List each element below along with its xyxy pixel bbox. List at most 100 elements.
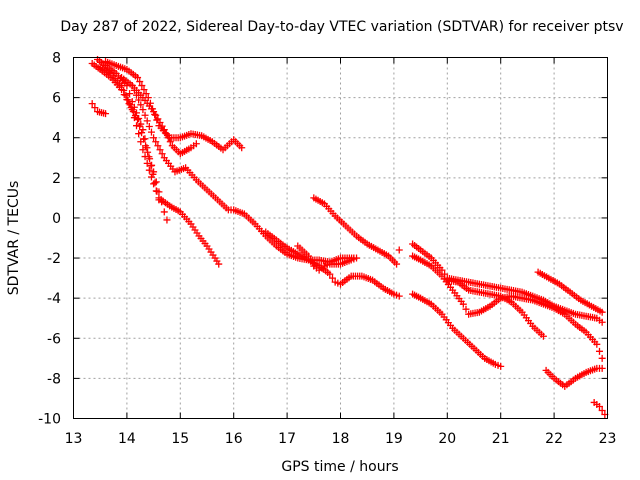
data-point [154,142,162,150]
data-points [88,56,609,418]
data-point [353,254,361,262]
y-tick-label: -6 [47,331,61,347]
data-point [135,96,143,104]
data-point [137,120,145,128]
x-tick-label: 16 [225,431,243,447]
data-point [139,126,147,134]
data-point [395,292,403,300]
data-point [120,86,128,94]
x-tick-label: 19 [385,431,403,447]
y-tick-label: 4 [52,131,61,147]
data-point [152,138,160,146]
data-point [152,111,160,119]
data-point [124,96,132,104]
series-arc-14 [409,252,606,362]
data-point [139,106,147,114]
data-point [136,78,144,86]
y-tick-label: 6 [52,91,61,107]
y-tick-label: -4 [47,291,61,307]
x-tick-label: 23 [599,431,617,447]
data-point [160,208,168,216]
series-arc-11 [395,246,403,254]
plot-frame [73,57,608,419]
data-point [156,146,164,154]
data-point [145,122,153,130]
x-tick-label: 21 [492,431,510,447]
data-point [438,266,446,274]
data-point [144,148,152,156]
y-tick-label: 0 [52,211,61,227]
data-point [307,257,315,265]
y-tick-label: 8 [52,51,61,67]
data-point [163,216,171,224]
x-tick-label: 17 [278,431,296,447]
data-point [164,134,172,142]
data-point [147,128,155,136]
series-arc-17 [542,364,606,390]
data-point [154,115,162,123]
data-point [137,138,145,146]
series-arc-7 [128,82,358,266]
y-tick-label: -10 [38,412,61,428]
data-point [598,406,606,414]
series-arc-6 [118,74,200,158]
data-point [192,140,200,148]
data-point [147,173,155,181]
data-point [598,364,606,372]
data-point [539,332,547,340]
data-point [135,130,143,138]
data-point [598,354,606,362]
data-point [238,144,246,152]
data-point [126,90,134,98]
data-point [156,118,164,126]
data-point [598,318,606,326]
data-point [328,274,336,282]
series-arc-15 [443,276,547,340]
series-arc-3 [94,56,163,204]
data-point [152,187,160,195]
y-tick-label: -2 [47,251,61,267]
data-point [158,122,166,130]
data-point [126,101,134,109]
data-point [88,100,96,108]
y-tick-label: -8 [47,371,61,387]
series-arc-18 [590,398,609,418]
data-point [151,179,159,187]
data-point [102,110,110,118]
data-point [138,82,146,90]
x-axis-label: GPS time / hours [281,459,398,475]
data-point [141,135,149,143]
series-arc-12 [409,290,505,370]
series-arc-5 [102,58,246,154]
y-tick-label: 2 [52,171,61,187]
x-tick-label: 20 [438,431,456,447]
data-point [133,122,141,130]
x-tick-label: 18 [332,431,350,447]
data-point [130,86,138,94]
data-point [598,308,606,316]
data-point [118,82,126,90]
data-point [150,108,158,116]
data-point [139,146,147,154]
data-point [133,91,141,99]
data-point [462,305,470,313]
data-point [143,117,151,125]
data-point [130,114,138,122]
data-point [150,180,158,188]
data-point [134,74,142,82]
data-point [162,130,170,138]
data-point [497,362,505,370]
data-point [91,104,99,112]
data-point [122,91,130,99]
data-point [215,260,223,268]
data-point [141,111,149,119]
data-point [135,114,143,122]
data-point [143,144,151,152]
x-tick-label: 22 [545,431,563,447]
data-point [393,260,401,268]
x-tick-label: 15 [171,431,189,447]
series-arc-1 [88,100,110,118]
data-point [143,159,151,167]
